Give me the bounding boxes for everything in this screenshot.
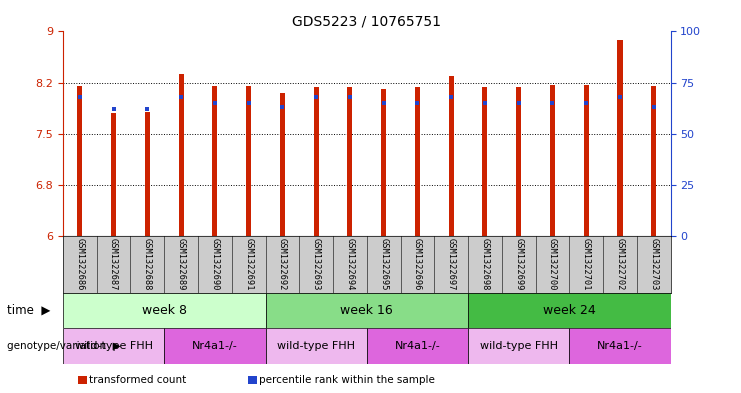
Text: genotype/variation  ▶: genotype/variation ▶	[7, 341, 121, 351]
Bar	[584, 84, 589, 236]
Text: GSM1322699: GSM1322699	[514, 237, 523, 290]
Bar	[483, 101, 487, 105]
Bar	[415, 87, 420, 236]
Text: week 16: week 16	[340, 304, 393, 317]
Bar	[213, 86, 217, 236]
Bar	[516, 87, 521, 236]
Bar	[448, 76, 453, 236]
Bar	[280, 105, 285, 109]
Bar	[468, 293, 671, 328]
Text: week 8: week 8	[142, 304, 187, 317]
Text: GSM1322698: GSM1322698	[480, 237, 490, 290]
Text: GSM1322690: GSM1322690	[210, 237, 219, 290]
Text: GSM1322693: GSM1322693	[312, 237, 321, 290]
Bar	[63, 293, 265, 328]
Bar	[313, 87, 319, 236]
Text: wild-type FHH: wild-type FHH	[75, 341, 153, 351]
Bar	[314, 95, 318, 99]
Bar	[516, 101, 521, 105]
Text: GSM1322692: GSM1322692	[278, 237, 287, 290]
Text: GSM1322703: GSM1322703	[649, 237, 658, 290]
Text: GSM1322697: GSM1322697	[447, 237, 456, 290]
Bar	[145, 107, 150, 111]
Bar	[246, 86, 251, 236]
Bar	[367, 328, 468, 364]
Bar	[651, 86, 657, 236]
Text: Nr4a1-/-: Nr4a1-/-	[192, 341, 238, 351]
Bar	[617, 40, 622, 236]
Bar	[348, 87, 353, 236]
Text: GSM1322702: GSM1322702	[616, 237, 625, 290]
Bar	[77, 86, 82, 236]
Bar	[482, 87, 488, 236]
Text: GSM1322700: GSM1322700	[548, 237, 557, 290]
Bar	[584, 101, 588, 105]
Bar	[449, 95, 453, 99]
Bar	[381, 89, 386, 236]
Title: GDS5223 / 10765751: GDS5223 / 10765751	[292, 15, 442, 29]
Bar	[651, 105, 656, 109]
Text: GSM1322696: GSM1322696	[413, 237, 422, 290]
Bar	[416, 101, 419, 105]
Text: GSM1322694: GSM1322694	[345, 237, 354, 290]
Bar	[468, 328, 569, 364]
Bar	[111, 113, 116, 236]
Text: GSM1322688: GSM1322688	[143, 237, 152, 290]
Text: Nr4a1-/-: Nr4a1-/-	[394, 341, 440, 351]
Bar	[569, 328, 671, 364]
Bar	[280, 93, 285, 236]
Text: GSM1322695: GSM1322695	[379, 237, 388, 290]
Bar	[265, 328, 367, 364]
Bar	[179, 95, 183, 99]
Bar	[348, 95, 352, 99]
Text: GSM1322701: GSM1322701	[582, 237, 591, 290]
Text: wild-type FHH: wild-type FHH	[479, 341, 558, 351]
Bar	[179, 73, 184, 236]
Bar	[213, 101, 217, 105]
Bar	[551, 101, 554, 105]
Bar	[382, 101, 386, 105]
Bar	[165, 328, 265, 364]
Bar	[247, 101, 250, 105]
Text: wild-type FHH: wild-type FHH	[277, 341, 355, 351]
Bar	[618, 95, 622, 99]
Text: percentile rank within the sample: percentile rank within the sample	[259, 375, 435, 385]
Text: Nr4a1-/-: Nr4a1-/-	[597, 341, 643, 351]
Text: GSM1322687: GSM1322687	[109, 237, 118, 290]
Text: GSM1322691: GSM1322691	[244, 237, 253, 290]
Bar	[112, 107, 116, 111]
Text: GSM1322689: GSM1322689	[176, 237, 186, 290]
Bar	[550, 84, 555, 236]
Bar	[63, 328, 165, 364]
Bar	[265, 293, 468, 328]
Bar	[78, 95, 82, 99]
Text: time  ▶: time ▶	[7, 304, 51, 317]
Text: GSM1322686: GSM1322686	[76, 237, 84, 290]
Text: week 24: week 24	[543, 304, 596, 317]
Text: transformed count: transformed count	[89, 375, 186, 385]
Bar	[144, 112, 150, 236]
